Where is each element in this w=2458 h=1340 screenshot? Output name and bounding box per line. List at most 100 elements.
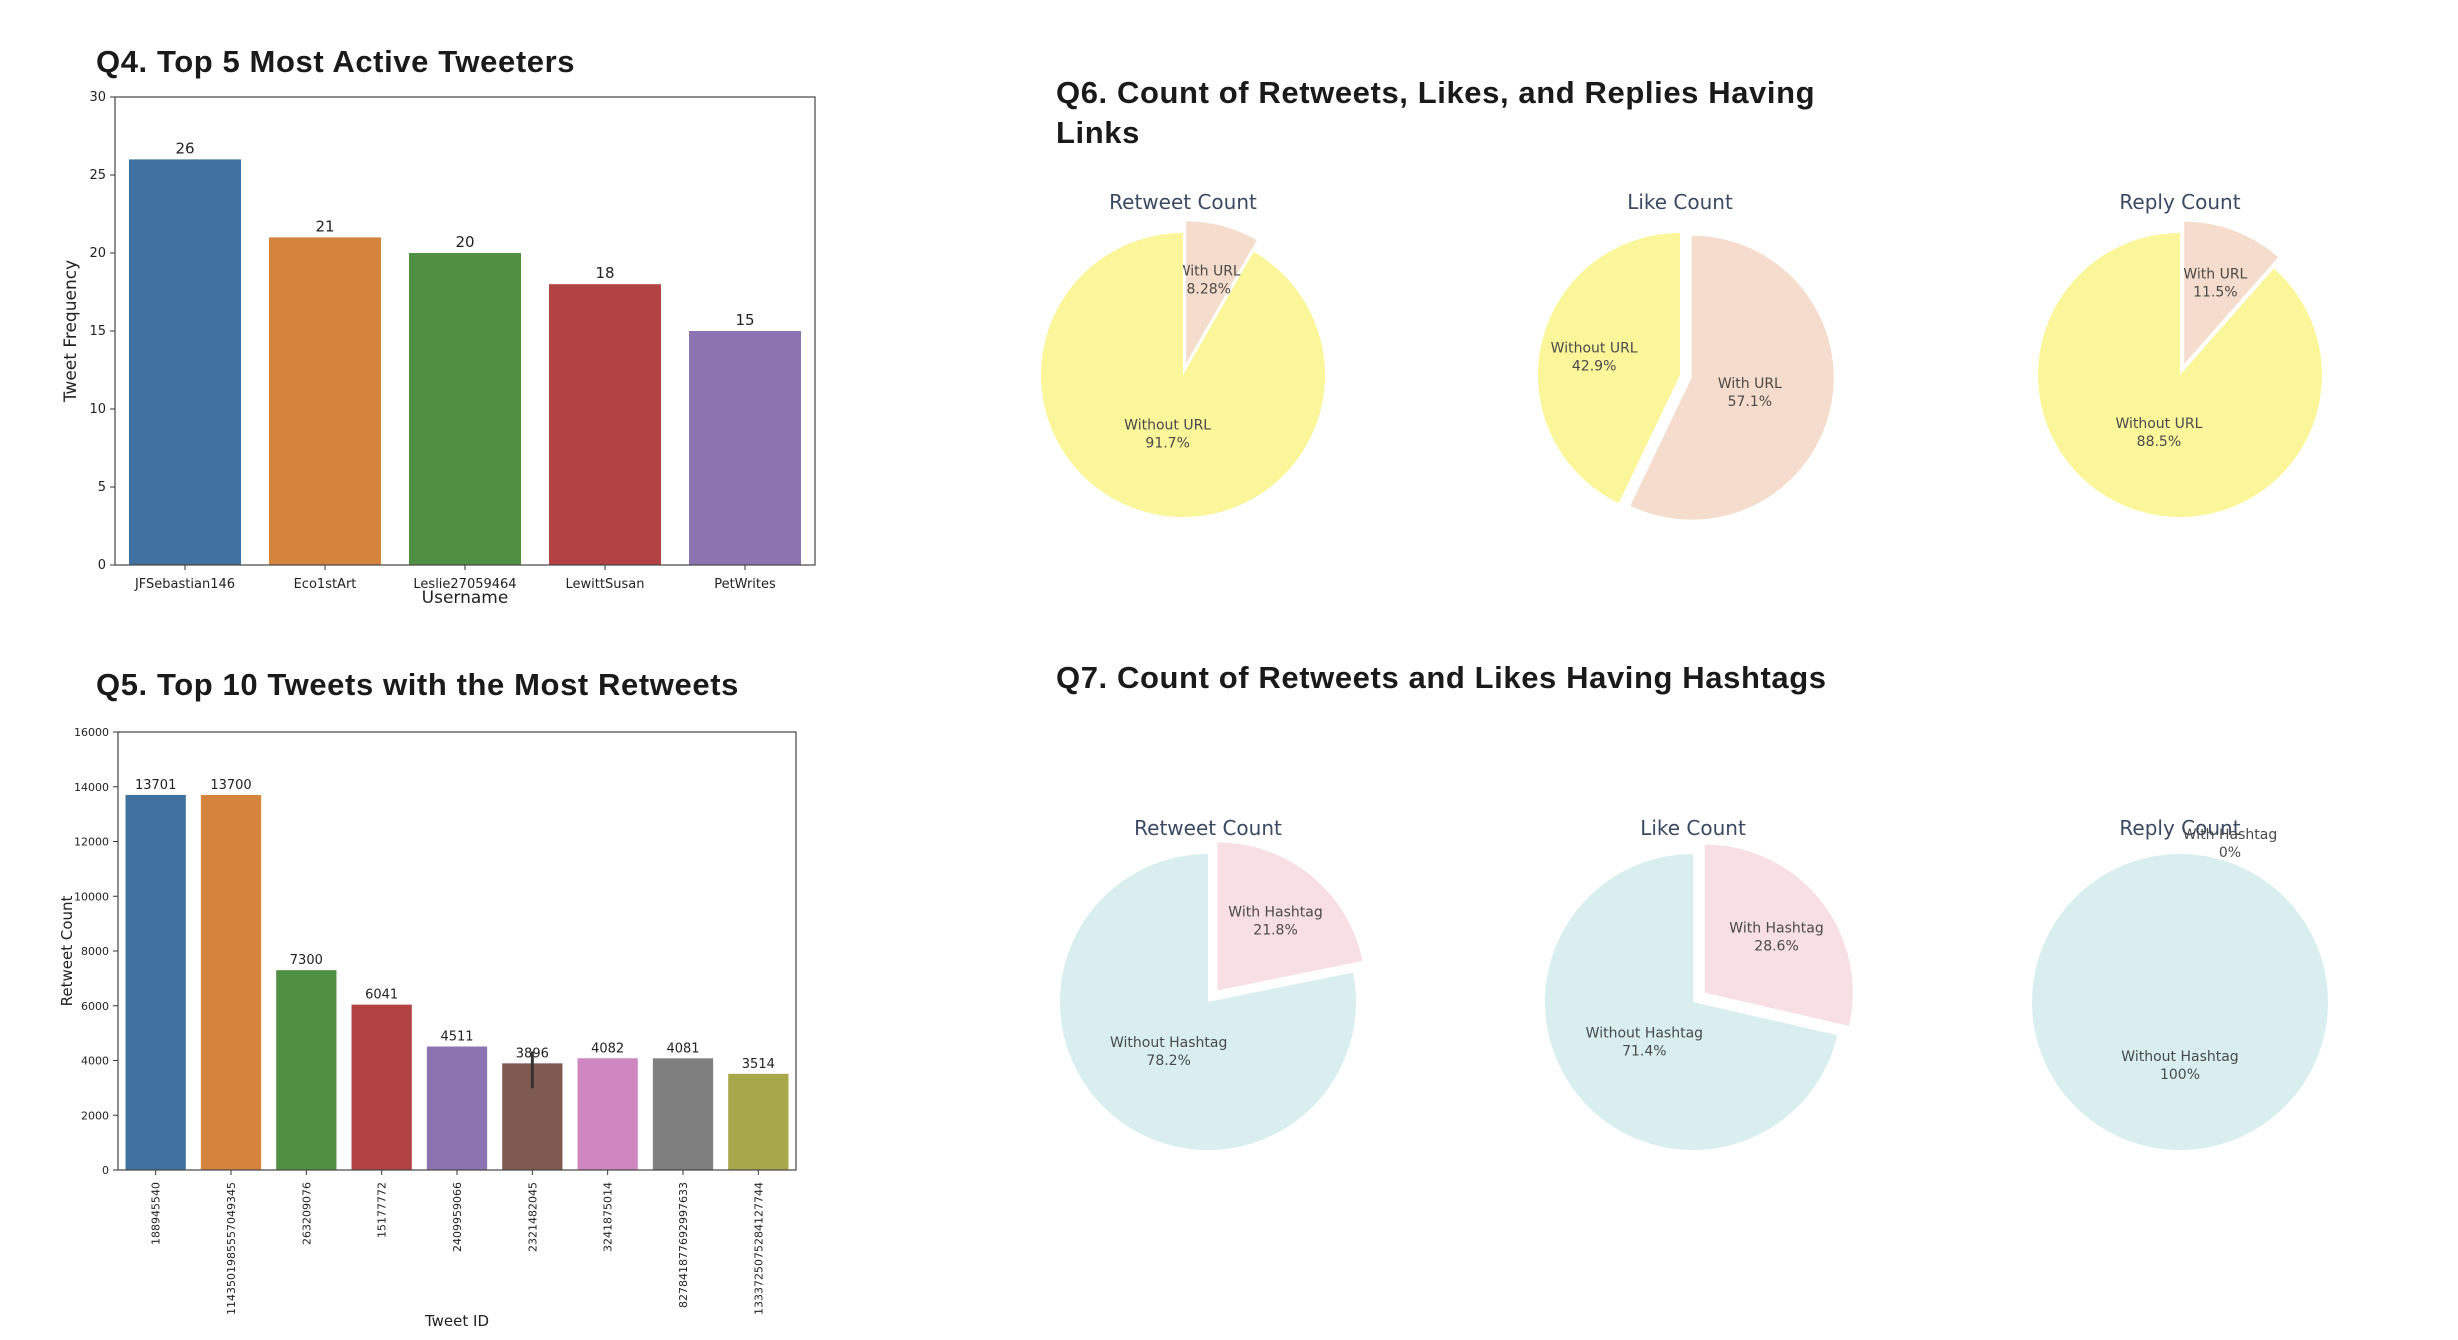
y-axis-label: Retweet Count bbox=[58, 895, 76, 1006]
pie-0-slice-0 bbox=[1217, 842, 1363, 991]
pie-1-slice-1-pct: 42.9% bbox=[1572, 359, 1616, 375]
pie-title-2: Reply Count bbox=[2119, 190, 2240, 214]
bar-value-label-1: 21 bbox=[315, 217, 334, 235]
bar-value-label-2: 20 bbox=[455, 233, 474, 251]
pie-title-2: Reply Count bbox=[2119, 816, 2240, 840]
y-axis-label: Tweet Frequency bbox=[61, 260, 81, 403]
pie-0-slice-0-pct: 21.8% bbox=[1253, 922, 1297, 938]
bar-3 bbox=[549, 284, 661, 565]
pie-title-0: Retweet Count bbox=[1134, 816, 1282, 840]
bar-1 bbox=[269, 237, 381, 565]
y-tick-label-0: 0 bbox=[98, 558, 106, 573]
y-tick-label-6: 30 bbox=[89, 90, 106, 105]
y-tick-label-3: 15 bbox=[89, 324, 106, 339]
x-tick-label-3: LewittSusan bbox=[566, 577, 645, 592]
pie-0-slice-0-label: With URL bbox=[1177, 263, 1241, 279]
pie-2-slice-1 bbox=[2037, 233, 2322, 517]
q6-pie-charts: Retweet Count With URL 8.28% Without URL 91.… bbox=[1041, 190, 2322, 520]
y-tick-label-2: 10 bbox=[89, 402, 106, 417]
pie-1-slice-0-label: With Hashtag bbox=[1729, 921, 1823, 937]
x-tick-label-0: JFSebastian146 bbox=[134, 577, 235, 592]
pie-1-slice-1 bbox=[1545, 854, 1838, 1150]
x-tick-label-1: 1143501985557049345 bbox=[225, 1182, 238, 1315]
pie-1-slice-0-pct: 57.1% bbox=[1728, 394, 1772, 410]
x-tick-label-8: 1333725075284127744 bbox=[752, 1182, 765, 1315]
y-tick-label-6: 12000 bbox=[74, 836, 109, 849]
pie-1-slice-0-label: With URL bbox=[1718, 376, 1782, 392]
x-tick-label-4: 2409959066 bbox=[451, 1182, 464, 1252]
y-tick-label-3: 6000 bbox=[81, 1000, 109, 1013]
q4-bar-chart: 26 JFSebastian146 21 Eco1stArt 20 Leslie27059… bbox=[61, 90, 816, 608]
pie-0-slice-1-label: Without URL bbox=[1124, 418, 1211, 434]
bar-1 bbox=[200, 794, 262, 1170]
y-tick-label-8: 16000 bbox=[74, 726, 109, 739]
x-axis-label: Username bbox=[422, 588, 509, 608]
x-tick-label-4: PetWrites bbox=[714, 577, 776, 592]
y-tick-label-4: 8000 bbox=[81, 945, 109, 958]
x-tick-label-3: 15177772 bbox=[376, 1182, 389, 1238]
y-tick-label-5: 10000 bbox=[74, 890, 109, 903]
pie-0-slice-0 bbox=[1186, 221, 1257, 364]
bar-value-label-0: 26 bbox=[175, 139, 194, 157]
pie-1-slice-1-label: Without Hashtag bbox=[1586, 1026, 1703, 1042]
pie-title-1: Like Count bbox=[1627, 190, 1733, 214]
pie-2-slice-1-pct: 100% bbox=[2160, 1067, 2200, 1083]
pie-2-slice-0-pct: 0% bbox=[2219, 845, 2241, 861]
q7-pie-charts: Retweet Count With Hashtag 21.8% Without Ha… bbox=[1060, 816, 2328, 1150]
bar-2 bbox=[409, 253, 521, 565]
q5-heading: Q5. Top 10 Tweets with the Most Retweets bbox=[96, 667, 739, 702]
q4-heading: Q4. Top 5 Most Active Tweeters bbox=[96, 44, 576, 79]
plot-frame bbox=[114, 96, 816, 566]
bar-6 bbox=[577, 1058, 638, 1170]
bar-value-label-4: 15 bbox=[735, 311, 754, 329]
bar-3 bbox=[351, 1004, 412, 1170]
pie-1-slice-1-pct: 71.4% bbox=[1622, 1044, 1666, 1060]
x-tick-label-2: Leslie27059464 bbox=[413, 577, 516, 592]
pie-0-slice-0-label: With Hashtag bbox=[1228, 904, 1322, 920]
pie-2-slice-0 bbox=[2184, 221, 2279, 364]
pie-1-slice-0-pct: 28.6% bbox=[1754, 939, 1798, 955]
y-tick-label-1: 2000 bbox=[81, 1109, 109, 1122]
pie-title-1: Like Count bbox=[1640, 816, 1746, 840]
pie-2-slice-0-label: With Hashtag bbox=[2183, 827, 2277, 843]
y-tick-label-5: 25 bbox=[89, 168, 106, 183]
pie-0-slice-1 bbox=[1060, 854, 1356, 1150]
plot-frame bbox=[117, 731, 797, 1171]
bar-4 bbox=[689, 331, 801, 565]
bar-0 bbox=[125, 794, 186, 1170]
bar-4 bbox=[426, 1046, 488, 1170]
x-tick-label-2: 263209076 bbox=[300, 1182, 313, 1245]
pie-2-slice-1-label: Without Hashtag bbox=[2121, 1049, 2238, 1065]
x-tick-label-7: 827841877692997633 bbox=[677, 1182, 690, 1308]
bar-value-label-0: 13701 bbox=[135, 778, 176, 793]
y-tick-label-4: 20 bbox=[89, 246, 106, 261]
q7-heading: Q7. Count of Retweets and Likes Having H… bbox=[1056, 660, 1827, 695]
pie-0-slice-1-pct: 78.2% bbox=[1146, 1053, 1190, 1069]
pie-1-slice-1 bbox=[1537, 233, 1680, 504]
bar-value-label-8: 3514 bbox=[742, 1057, 775, 1072]
bar-value-label-7: 4081 bbox=[666, 1041, 699, 1056]
bar-2 bbox=[276, 970, 337, 1170]
x-tick-label-1: Eco1stArt bbox=[294, 577, 357, 592]
pie-1-slice-0 bbox=[1630, 235, 1834, 520]
bar-0 bbox=[129, 159, 241, 565]
bar-value-label-3: 6041 bbox=[365, 988, 398, 1003]
pie-1-slice-0 bbox=[1704, 844, 1853, 1026]
bar-value-label-1: 13700 bbox=[210, 778, 251, 793]
bar-7 bbox=[652, 1058, 714, 1170]
x-tick-label-0: 188945540 bbox=[150, 1182, 163, 1245]
bar-value-label-3: 18 bbox=[595, 264, 614, 282]
pie-0-slice-0-pct: 8.28% bbox=[1186, 281, 1230, 297]
y-tick-label-2: 4000 bbox=[81, 1055, 109, 1068]
x-axis-label: Tweet ID bbox=[424, 1312, 489, 1330]
q6-heading: Q6. Count of Retweets, Likes, and Replie… bbox=[1056, 75, 1816, 150]
bar-8 bbox=[728, 1073, 789, 1170]
bar-value-label-2: 7300 bbox=[290, 953, 323, 968]
pie-2-slice-0-pct: 11.5% bbox=[2193, 284, 2237, 300]
x-tick-label-6: 3241875014 bbox=[602, 1182, 615, 1252]
pie-2-slice-1-pct: 88.5% bbox=[2137, 434, 2181, 450]
bar-value-label-6: 4082 bbox=[591, 1041, 624, 1056]
pie-title-0: Retweet Count bbox=[1109, 190, 1257, 214]
bar-value-label-4: 4511 bbox=[440, 1030, 473, 1045]
y-tick-label-1: 5 bbox=[98, 480, 106, 495]
